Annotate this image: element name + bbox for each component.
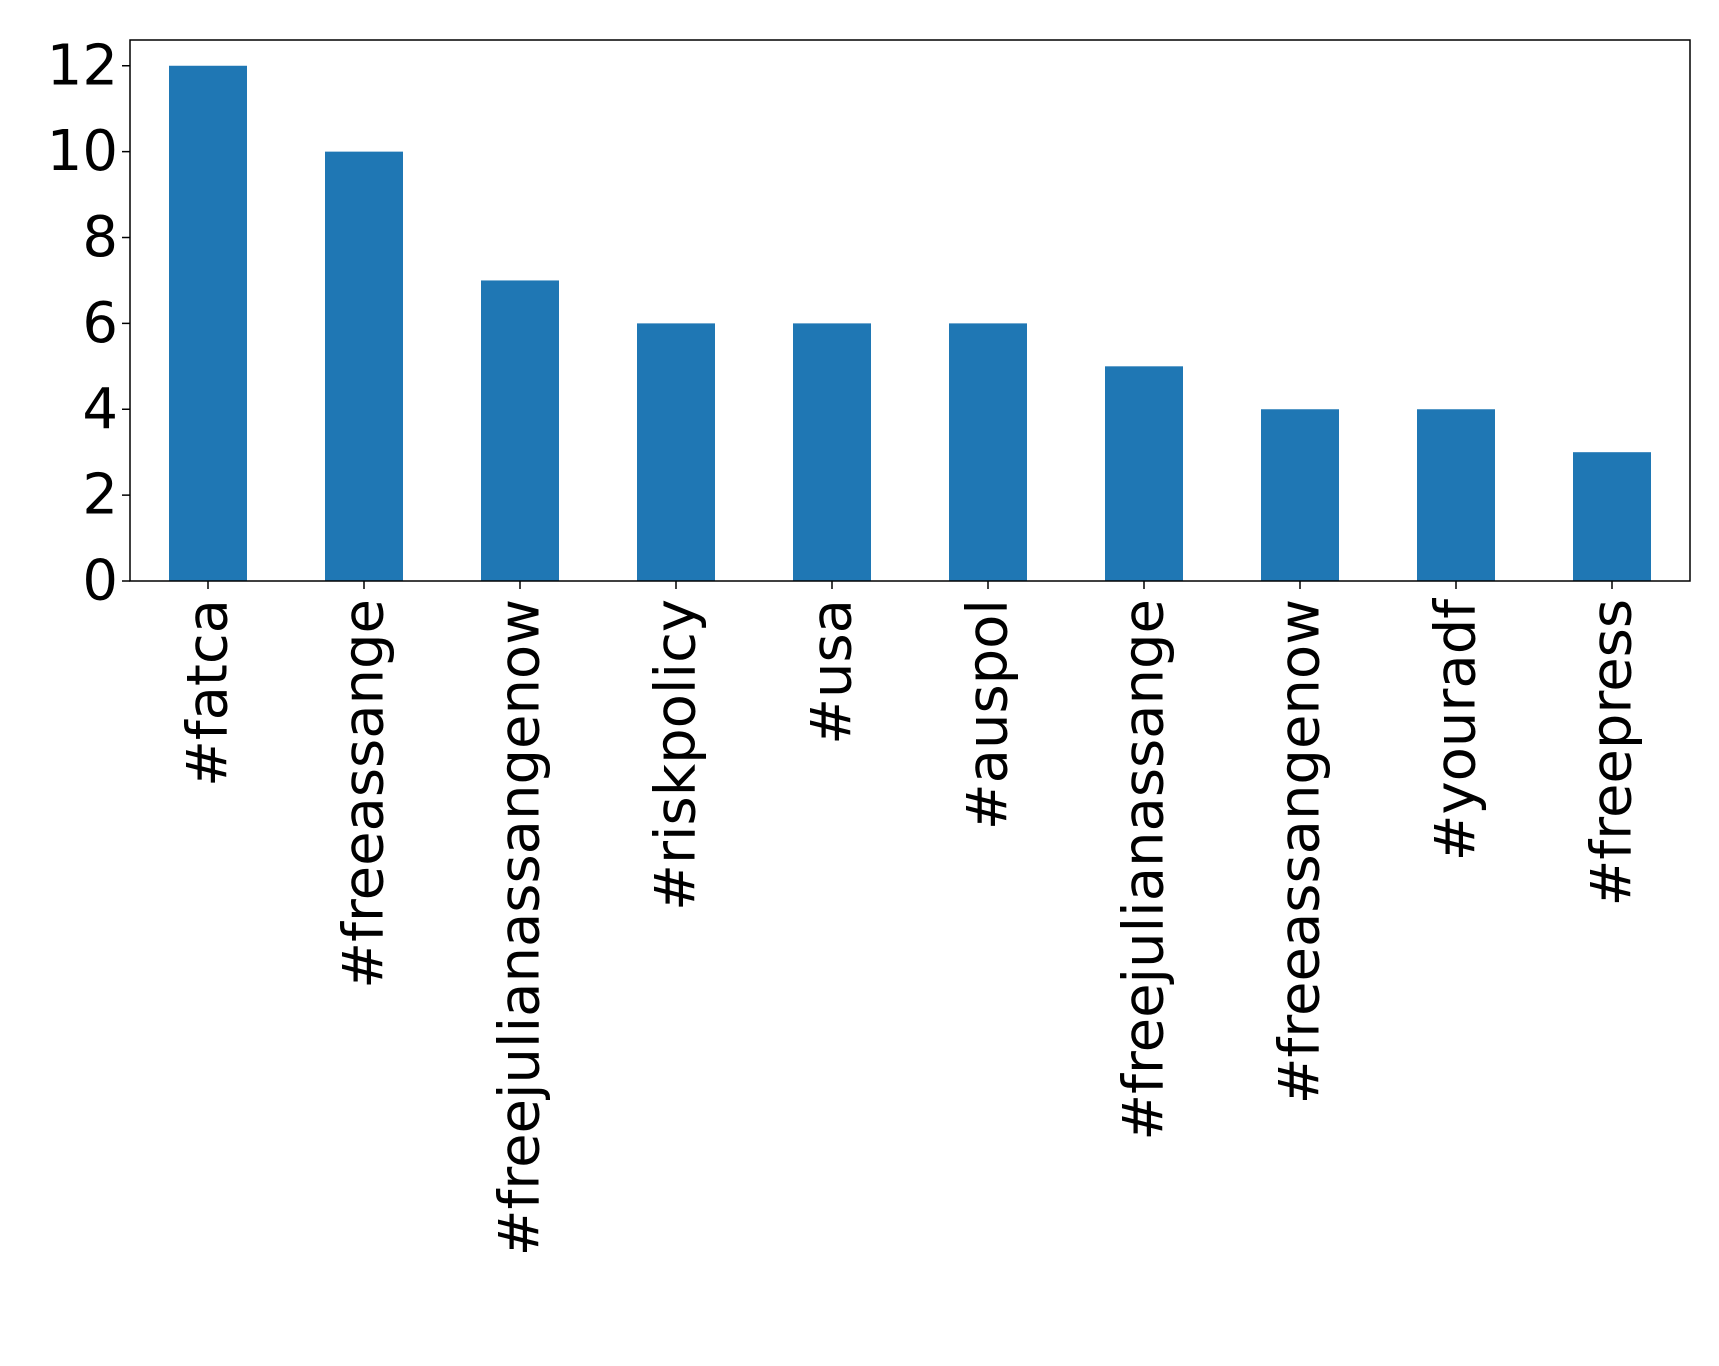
x-tick-label: #freeassange — [332, 599, 397, 989]
y-tick-label: 6 — [82, 291, 118, 356]
bars-layer — [169, 65, 1651, 581]
y-tick-label: 4 — [82, 377, 118, 442]
bar-usa — [793, 323, 871, 581]
y-tick-label: 8 — [82, 205, 118, 270]
bar-riskpolicy — [637, 323, 715, 581]
y-tick-label: 2 — [82, 463, 118, 528]
y-tick-label: 12 — [47, 33, 118, 98]
bar-youradf — [1417, 409, 1495, 581]
bar-freeassangenow — [1261, 409, 1339, 581]
plot-frame — [129, 39, 1691, 582]
bar-freepress — [1573, 452, 1651, 581]
x-tick-label: #freejulianassangenow — [488, 599, 553, 1256]
bar-freejulianassangenow — [481, 280, 559, 581]
x-tick-label: #auspol — [956, 599, 1021, 830]
x-tick-label: #freepress — [1580, 599, 1645, 906]
bar-freejulianassange — [1105, 366, 1183, 581]
bar-freeassange — [325, 151, 403, 581]
x-tick-label: #youradf — [1424, 598, 1489, 862]
y-tick-label: 10 — [47, 119, 118, 184]
x-tick-label: #usa — [800, 599, 865, 745]
x-tick-label: #riskpolicy — [644, 599, 709, 911]
bar-fatca — [169, 65, 247, 581]
y-axis: 0 2 4 6 8 10 12 — [47, 33, 130, 614]
x-axis: #fatca #freeassange #freejulianassangenow #… — [176, 581, 1645, 1256]
x-tick-label: #freejulianassange — [1112, 599, 1177, 1141]
x-tick-label: #freeassangenow — [1268, 599, 1333, 1104]
bar-auspol — [949, 323, 1027, 581]
y-tick-label: 0 — [82, 549, 118, 614]
x-tick-label: #fatca — [176, 599, 241, 787]
